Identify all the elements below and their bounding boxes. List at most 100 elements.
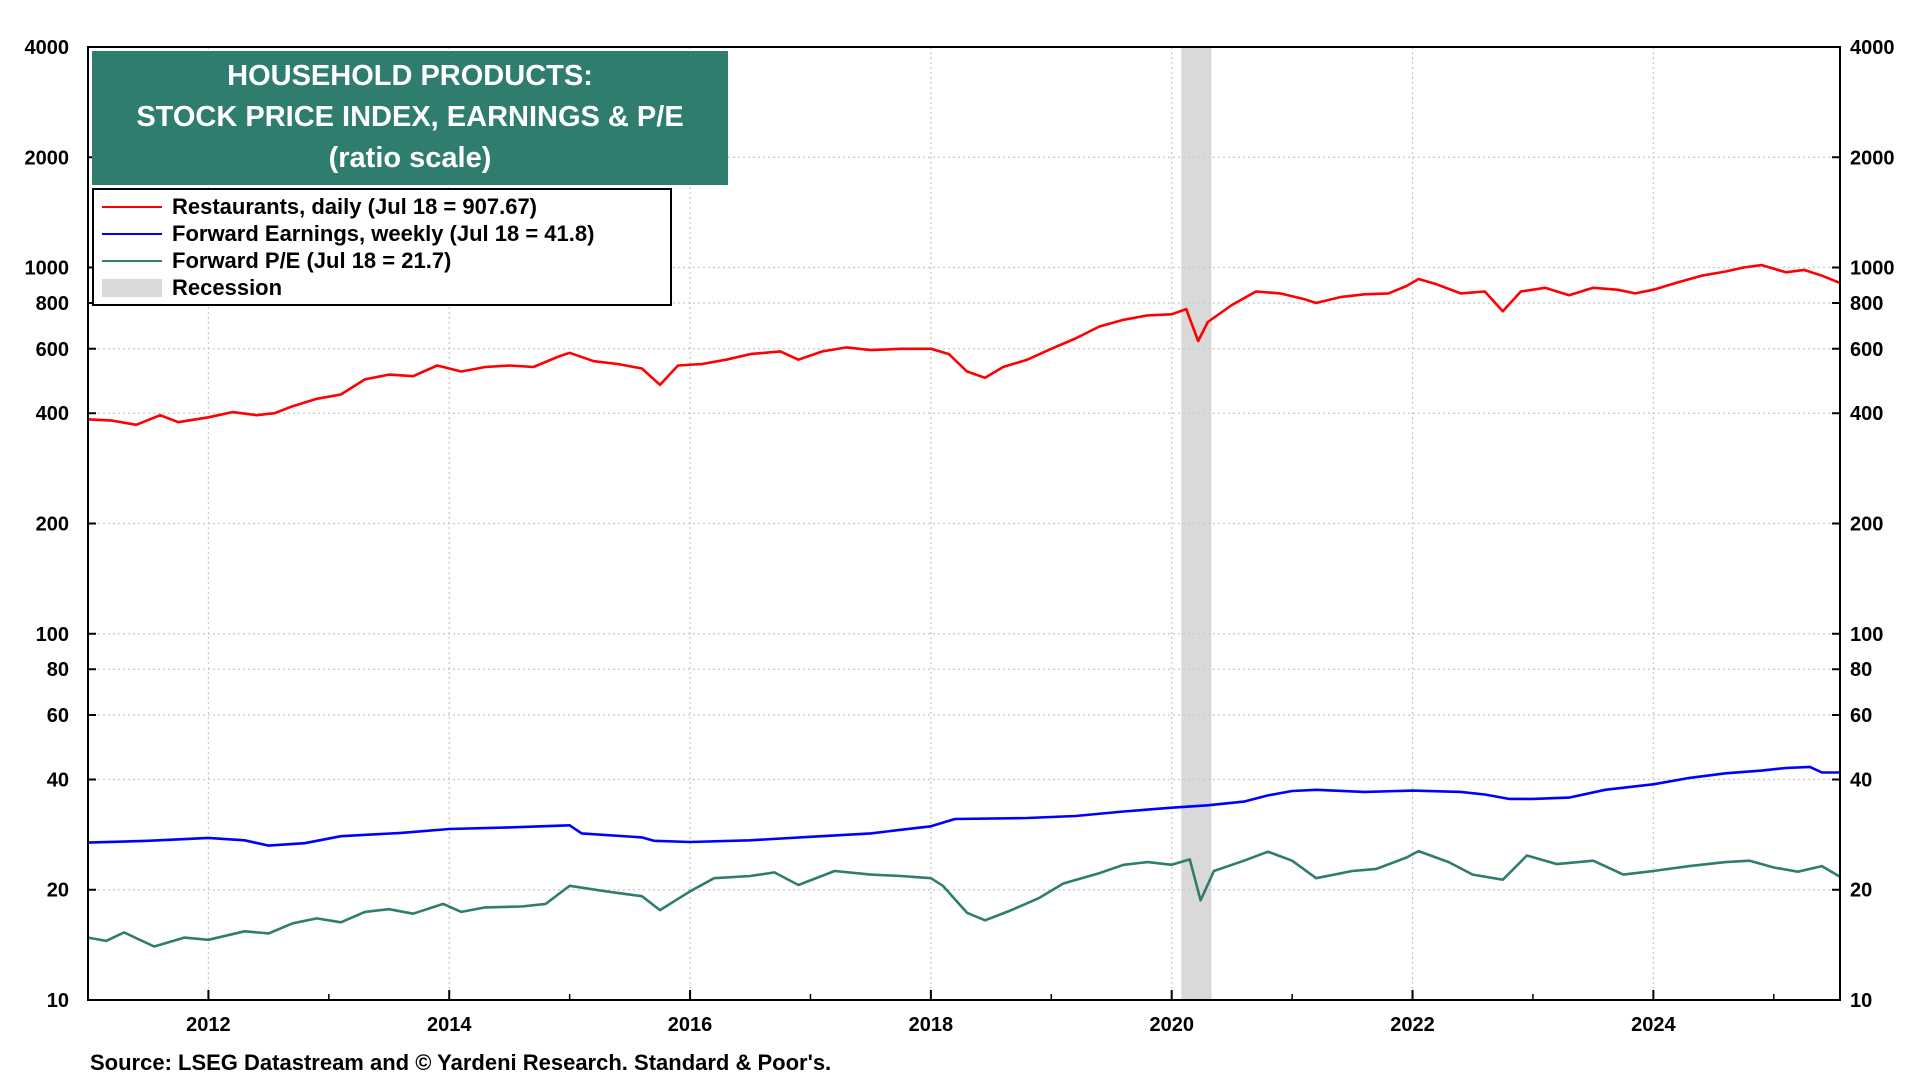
series-0-point-74 [1724,270,1727,273]
series-2-point-4 [183,936,186,939]
series-0-point-43 [1074,337,1077,340]
series-2-point-34 [984,919,986,922]
series-0-point-52 [1255,290,1257,293]
series-2-point-21 [641,895,643,897]
legend-swatch-recession [102,279,162,297]
series-1-point-38 [1688,777,1691,779]
series-1-point-42 [1809,766,1811,768]
series-0-point-6 [231,411,234,413]
series-2-point-1 [105,940,107,942]
y-tick-label-left-9: 800 [36,293,69,315]
series-1-point-14 [689,841,691,843]
legend-item-forward-pe: Forward P/E (Jul 18 = 21.7) [102,248,451,274]
x-tick-label-6: 2024 [1631,1014,1676,1036]
series-0-point-64 [1502,310,1504,313]
series-2-point-14 [442,903,445,905]
series-0-point-41 [1026,358,1028,361]
series-2-point-56 [1526,854,1528,857]
series-2-point-52 [1417,850,1420,852]
series-0-point-24 [641,367,643,370]
y-tick-label-right-4: 80 [1850,659,1872,681]
series-1-point-27 [1291,790,1293,792]
y-tick-label-right-1: 20 [1850,880,1872,902]
x-tick-label-0: 2012 [186,1014,231,1036]
y-tick-label-right-12: 4000 [1850,37,1895,59]
series-2-point-33 [966,912,968,914]
series-0-point-18 [508,364,511,367]
series-0-point-4 [177,421,180,424]
series-1-point-2 [207,837,210,839]
series-0-point-55 [1315,302,1317,304]
recession-bands [1181,47,1212,1000]
series-1-point-35 [1568,796,1570,799]
series-0-point-48 [1185,308,1187,310]
series-2-point-24 [713,877,715,879]
y-tick-label-right-5: 100 [1850,624,1883,646]
y-tick-label-right-10: 1000 [1850,258,1895,280]
series-0-point-79 [1821,274,1823,277]
series-0-point-67 [1568,294,1570,297]
series-1-point-33 [1508,798,1510,800]
series-0-point-35 [900,348,902,350]
series-2-point-46 [1267,850,1269,853]
y-tick-label-left-10: 1000 [25,258,70,280]
y-tick-label-left-12: 4000 [25,37,70,59]
series-1-point-31 [1459,791,1462,793]
series-0-point-29 [749,353,752,355]
series-1-point-29 [1363,791,1366,793]
series-2-point-3 [153,945,155,948]
series-2-point-48 [1315,877,1317,879]
y-tick-label-right-8: 600 [1850,339,1883,361]
series-1-point-8 [448,828,451,830]
series-0-point-49 [1197,340,1199,342]
title-line-1: HOUSEHOLD PRODUCTS: [227,60,593,92]
series-0-point-32 [821,350,824,353]
series-2-point-58 [1592,859,1594,862]
y-tick-label-right-3: 60 [1850,705,1872,727]
y-tick-label-left-8: 600 [36,339,69,361]
series-0-point-61 [1435,283,1438,286]
series-0-point-25 [659,384,661,386]
legend-swatch-forward-earnings [102,233,162,235]
series-1-point-23 [1170,806,1173,809]
series-1-point-39 [1724,772,1727,775]
series-0-point-42 [1050,348,1053,350]
series-2-point-45 [1243,859,1245,862]
series-0-point-27 [701,363,703,365]
series-1-point-20 [1026,817,1028,819]
series-2-point-9 [316,917,318,920]
series-2-point-6 [243,930,246,933]
series-1-point-6 [340,835,342,837]
series-2-point-18 [544,903,547,905]
series-1-point-19 [954,818,956,820]
y-tick-label-right-11: 2000 [1850,147,1895,169]
series-2-point-65 [1797,870,1799,873]
series-1-point-37 [1652,783,1655,786]
series-1-point-16 [809,836,812,838]
series-2-point-26 [773,871,776,874]
series-0-point-37 [948,353,950,355]
series-2-point-44 [1213,870,1215,872]
series-0-point-34 [869,349,872,351]
series-1-point-15 [749,839,752,842]
series-0-point-71 [1652,288,1655,291]
x-tick-label-3: 2018 [909,1014,954,1036]
series-0-point-36 [930,348,932,350]
series-2-point-47 [1291,859,1293,862]
series-0-point-66 [1544,287,1546,289]
y-tick-label-left-2: 40 [47,769,69,791]
series-2-point-39 [1122,864,1125,866]
series-2-point-29 [869,873,872,876]
series-0-point-20 [556,356,559,358]
series-2-point-19 [568,885,571,887]
series-0-point-9 [291,405,294,408]
legend: Restaurants, daily (Jul 18 = 907.67) For… [92,188,672,306]
series-2-point-59 [1622,873,1625,876]
series-2-point-40 [1146,861,1149,863]
y-tick-label-left-11: 2000 [25,147,70,169]
series-2-point-25 [749,875,752,877]
series-2-point-22 [659,909,661,911]
y-tick-label-left-1: 20 [47,880,69,902]
series-2-point-57 [1556,863,1558,865]
series-0-point-56 [1339,296,1342,298]
